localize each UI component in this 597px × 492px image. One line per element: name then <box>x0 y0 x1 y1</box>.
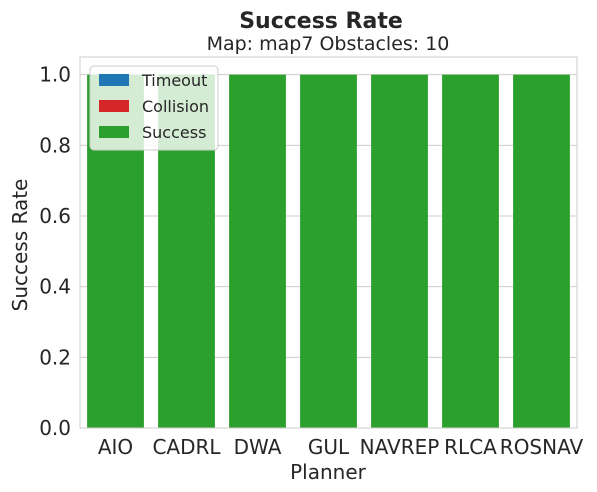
x-tick-label: ROSNAV <box>500 435 584 459</box>
legend-swatch-timeout <box>99 74 129 86</box>
x-tick-label: AIO <box>98 435 133 459</box>
legend-swatch-collision <box>99 100 129 112</box>
bar-success-navrep <box>371 74 428 429</box>
x-tick-label: CADRL <box>152 435 221 459</box>
legend: Timeout Collision Success <box>89 65 219 151</box>
legend-label-timeout: Timeout <box>141 71 207 90</box>
y-tick-label: 0.0 <box>39 416 71 440</box>
chart-subtitle: Map: map7 Obstacles: 10 <box>207 33 450 55</box>
x-axis-label: Planner <box>290 460 367 484</box>
x-tick-label: GUL <box>308 435 350 459</box>
plot-frame <box>79 56 578 429</box>
y-tick-label: 0.4 <box>39 275 71 299</box>
y-tick-label: 1.0 <box>39 63 71 87</box>
x-tick-labels: AIO CADRL DWA GUL NAVREP RLCA ROSNAV <box>98 435 584 459</box>
chart-title: Success Rate <box>239 9 403 34</box>
legend-swatch-success <box>99 126 129 138</box>
bar-success-dwa <box>229 74 286 429</box>
y-tick-label: 0.6 <box>39 204 71 228</box>
y-tick-label: 0.2 <box>39 345 71 369</box>
legend-label-collision: Collision <box>142 97 209 116</box>
x-tick-label: DWA <box>234 435 282 459</box>
x-tick-label: RLCA <box>444 435 497 459</box>
y-axis-label: Success Rate <box>8 179 32 312</box>
y-tick-label: 0.8 <box>39 133 71 157</box>
bar-success-rosnav <box>513 74 570 429</box>
legend-label-success: Success <box>142 123 206 142</box>
bar-success-rlca <box>442 74 499 429</box>
bar-success-gul <box>300 74 357 429</box>
x-tick-label: NAVREP <box>360 435 440 459</box>
y-tick-labels: 0.0 0.2 0.4 0.6 0.8 1.0 <box>39 63 71 440</box>
